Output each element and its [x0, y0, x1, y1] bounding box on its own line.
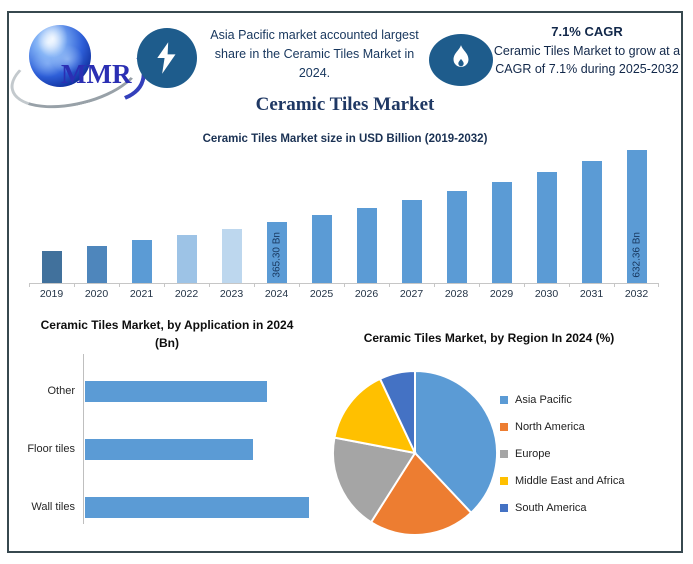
legend-swatch-asia-pacific — [500, 395, 508, 404]
x-tick-2019: 2019 — [29, 284, 74, 300]
bar-2031 — [581, 161, 602, 283]
lightning-icon — [137, 28, 197, 88]
pie-slice-europe — [331, 436, 417, 524]
application-chart-title: Ceramic Tiles Market, by Application in … — [40, 318, 294, 350]
x-tick-2020: 2020 — [74, 284, 119, 300]
x-tick-2023: 2023 — [209, 284, 254, 300]
x-tick-2027: 2027 — [389, 284, 434, 300]
application-chart: Other Floor tiles Wall tiles — [19, 350, 331, 530]
cagr-block: 7.1% CAGR Ceramic Tiles Market to grow a… — [491, 24, 683, 79]
legend-swatch-south-america — [500, 503, 508, 512]
bar-cell-2024: 365.30 Bn — [254, 222, 299, 283]
bar-cell-2025 — [299, 215, 344, 283]
legend-swatch-middle-east-and-africa — [500, 476, 508, 485]
bar-cell-2021 — [119, 240, 164, 283]
pie-slice-north-america — [369, 451, 473, 536]
x-tick-2024: 2024 — [254, 284, 299, 300]
flame-glyph — [453, 45, 469, 67]
size-chart-title: Ceramic Tiles Market size in USD Billion… — [202, 133, 488, 145]
app-row-floor-tiles: Floor tiles — [19, 438, 253, 460]
logo-text: MMR — [61, 59, 132, 89]
bar-2024: 365.30 Bn — [266, 222, 287, 283]
bar-value-label-2032: 632.36 Bn — [631, 232, 642, 278]
bar-cell-2029 — [479, 182, 524, 283]
app-bar-wall-tiles — [85, 496, 309, 518]
bar-value-label-2024: 365.30 Bn — [271, 232, 282, 278]
bar-cell-2032: 632.36 Bn — [614, 150, 659, 283]
headline-left: Asia Pacific market accounted largest sh… — [210, 28, 419, 80]
bar-cell-2030 — [524, 172, 569, 283]
legend-item-middle-east-and-africa: Middle East and Africa — [500, 467, 624, 494]
pie-slice-middle-east-and-africa — [333, 377, 417, 455]
size-chart: 365.30 Bn 632.36 Bn 2019 2020 2021 2022 2023 2… — [29, 150, 659, 300]
globe-icon — [29, 25, 91, 87]
bar-2026 — [356, 208, 377, 283]
x-tick-2025: 2025 — [299, 284, 344, 300]
app-label-other: Other — [47, 385, 75, 397]
bar-cell-2023 — [209, 229, 254, 283]
x-tick-2032: 2032 — [614, 284, 659, 300]
legend-item-europe: Europe — [500, 440, 624, 467]
legend-label-asia-pacific: Asia Pacific — [515, 393, 572, 406]
bar-2021 — [131, 240, 152, 283]
legend-label-north-america: North America — [515, 420, 585, 433]
bar-cell-2026 — [344, 208, 389, 283]
infographic-frame: MMR Asia Pacific market accounted larges… — [3, 11, 683, 553]
lightning-glyph — [157, 42, 176, 74]
legend-swatch-europe — [500, 449, 508, 458]
bar-cell-2020 — [74, 246, 119, 283]
bar-2019 — [41, 251, 62, 283]
bar-2029 — [491, 182, 512, 283]
bar-cell-2028 — [434, 191, 479, 283]
bar-cell-2027 — [389, 200, 434, 283]
x-tick-2029: 2029 — [479, 284, 524, 300]
pie-slice-asia-pacific — [414, 369, 498, 515]
legend-label-middle-east-and-africa: Middle East and Africa — [515, 474, 625, 487]
bar-2023 — [221, 229, 242, 283]
x-tick-2030: 2030 — [524, 284, 569, 300]
mmr-logo: MMR — [3, 16, 156, 121]
bar-2030 — [536, 172, 557, 283]
x-tick-2022: 2022 — [164, 284, 209, 300]
bar-2025 — [311, 215, 332, 283]
bar-2028 — [446, 191, 467, 283]
legend-item-asia-pacific: Asia Pacific — [500, 386, 624, 413]
legend-item-south-america: South America — [500, 494, 624, 521]
bar-cell-2031 — [569, 161, 614, 283]
app-row-wall-tiles: Wall tiles — [19, 496, 309, 518]
x-tick-2021: 2021 — [119, 284, 164, 300]
region-pie — [331, 369, 498, 536]
pie-slice-south-america — [378, 369, 416, 454]
application-chart-axis — [83, 354, 84, 524]
x-tick-2026: 2026 — [344, 284, 389, 300]
bar-2020 — [86, 246, 107, 283]
app-label-floor-tiles: Floor tiles — [27, 443, 75, 455]
bar-2027 — [401, 200, 422, 283]
x-tick-2028: 2028 — [434, 284, 479, 300]
app-bar-floor-tiles — [85, 438, 253, 460]
x-tick-2031: 2031 — [569, 284, 614, 300]
legend-label-south-america: South America — [515, 501, 587, 514]
bar-2022 — [176, 235, 197, 283]
page-title: Ceramic Tiles Market — [255, 94, 435, 115]
bar-cell-2022 — [164, 235, 209, 283]
cagr-title: 7.1% CAGR — [551, 24, 623, 39]
legend-swatch-north-america — [500, 422, 508, 431]
cagr-body: Ceramic Tiles Market to grow at a CAGR o… — [493, 44, 681, 76]
bar-2032: 632.36 Bn — [626, 150, 647, 283]
size-chart-plot: 365.30 Bn 632.36 Bn — [29, 150, 659, 284]
app-row-other: Other — [19, 380, 267, 402]
size-chart-x-axis: 2019 2020 2021 2022 2023 2024 2025 2026 2027 2028… — [29, 284, 659, 300]
app-bar-other — [85, 380, 267, 402]
app-label-wall-tiles: Wall tiles — [31, 501, 75, 513]
region-legend: Asia Pacific North America Europe Middle Ea… — [500, 386, 624, 521]
legend-item-north-america: North America — [500, 413, 624, 440]
legend-label-europe: Europe — [515, 447, 551, 460]
flame-icon — [429, 34, 493, 86]
region-chart-title: Ceramic Tiles Market, by Region In 2024 … — [363, 331, 615, 345]
bar-cell-2019 — [29, 251, 74, 283]
